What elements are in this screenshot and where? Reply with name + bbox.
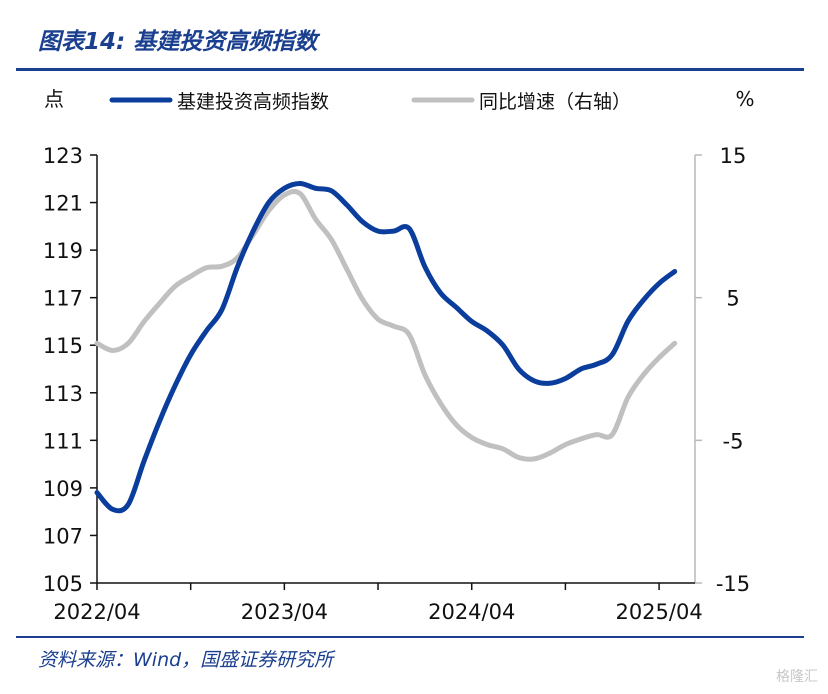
left-tick-label: 117 bbox=[43, 287, 83, 311]
x-tick-label: 2022/04 bbox=[53, 600, 140, 624]
legend-label-index: 基建投资高频指数 bbox=[177, 91, 329, 113]
series-line-yoy bbox=[94, 188, 678, 462]
series-line-index bbox=[94, 181, 678, 514]
line-chart: 点 % 基建投资高频指数 同比增速（右轴） 123 121 119 117 115 113… bbox=[43, 87, 755, 624]
legend: 基建投资高频指数 同比增速（右轴） bbox=[109, 91, 631, 113]
left-tick-label: 115 bbox=[43, 334, 83, 358]
right-axis-ticks: 15 5 -5 -15 bbox=[695, 144, 750, 596]
figure-title: 图表14: 基建投资高频指数 bbox=[38, 29, 318, 55]
right-axis-unit-label: % bbox=[735, 87, 754, 111]
left-tick-label: 123 bbox=[43, 144, 83, 168]
source-divider bbox=[16, 636, 804, 638]
x-axis-ticks: 2022/04 2023/04 2024/04 2025/04 bbox=[53, 583, 703, 624]
x-tick-label: 2024/04 bbox=[428, 600, 515, 624]
x-tick-label: 2023/04 bbox=[241, 600, 328, 624]
left-axis-ticks: 123 121 119 117 115 113 111 109 107 105 bbox=[43, 144, 97, 596]
left-tick-label: 113 bbox=[43, 382, 83, 406]
right-tick-label: 15 bbox=[720, 144, 747, 168]
legend-label-yoy: 同比增速（右轴） bbox=[479, 91, 631, 113]
left-tick-label: 107 bbox=[43, 524, 83, 548]
left-tick-label: 121 bbox=[43, 192, 83, 216]
watermark: 格隆汇 bbox=[776, 669, 818, 685]
left-tick-label: 109 bbox=[43, 477, 83, 501]
right-tick-label: 5 bbox=[726, 287, 739, 311]
source-note: 资料来源：Wind，国盛证券研究所 bbox=[38, 649, 334, 671]
right-tick-label: -15 bbox=[716, 572, 750, 596]
left-axis-unit-label: 点 bbox=[44, 87, 64, 111]
left-tick-label: 111 bbox=[43, 429, 83, 453]
x-tick-label: 2025/04 bbox=[615, 600, 702, 624]
title-divider bbox=[16, 68, 804, 71]
left-tick-label: 105 bbox=[43, 572, 83, 596]
right-tick-label: -5 bbox=[723, 429, 744, 453]
left-tick-label: 119 bbox=[43, 239, 83, 263]
